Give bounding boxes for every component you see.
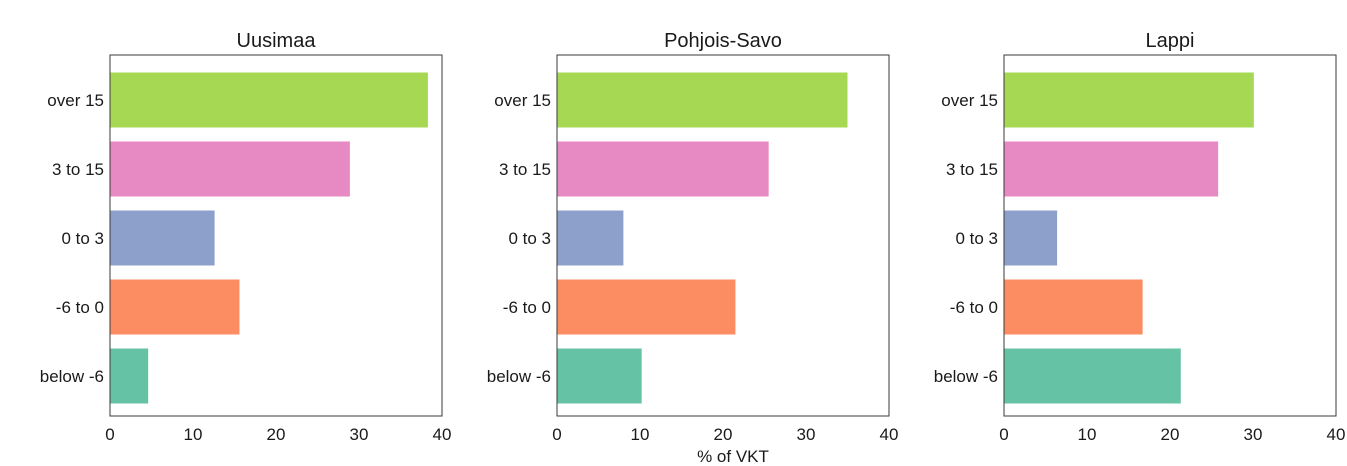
- x-tick-label: 10: [631, 425, 650, 444]
- bar: [110, 210, 215, 266]
- bar: [557, 210, 624, 266]
- x-tick-label: 20: [714, 425, 733, 444]
- plot-frame: [109, 54, 443, 417]
- bar: [1004, 72, 1254, 128]
- category-label: -6 to 0: [503, 298, 551, 317]
- x-tick-label: 30: [797, 425, 816, 444]
- panel-title: Pohjois-Savo: [664, 30, 782, 52]
- x-tick-label: 0: [999, 425, 1008, 444]
- category-label: -6 to 0: [56, 298, 104, 317]
- x-tick-label: 40: [1327, 425, 1346, 444]
- category-label: below -6: [934, 367, 998, 386]
- category-label: below -6: [487, 367, 551, 386]
- category-label: -6 to 0: [950, 298, 998, 317]
- bar: [557, 72, 848, 128]
- plot-frame: [1003, 54, 1337, 417]
- chart-panel: Uusimaa over 15 3 to 15 0 to 3 -6 to 0 below …: [40, 30, 452, 444]
- bar: [110, 279, 240, 335]
- x-tick-label: 30: [350, 425, 369, 444]
- category-label: 3 to 15: [499, 160, 551, 179]
- x-axis-title: % of VKT: [697, 447, 769, 466]
- chart-panels: Uusimaa over 15 3 to 15 0 to 3 -6 to 0 below …: [40, 30, 1346, 444]
- category-label: 3 to 15: [946, 160, 998, 179]
- bar: [110, 72, 428, 128]
- bar: [557, 348, 642, 404]
- panel-title: Lappi: [1146, 30, 1195, 52]
- x-tick-label: 40: [433, 425, 452, 444]
- category-label: over 15: [494, 91, 551, 110]
- category-label: below -6: [40, 367, 104, 386]
- x-tick-label: 20: [1161, 425, 1180, 444]
- category-label: 0 to 3: [61, 229, 104, 248]
- bar: [557, 141, 769, 197]
- category-label: 3 to 15: [52, 160, 104, 179]
- x-tick-label: 40: [880, 425, 899, 444]
- x-tick-label: 10: [184, 425, 203, 444]
- bar: [1004, 348, 1181, 404]
- chart-panel: Pohjois-Savo over 15 3 to 15 0 to 3 -6 to 0 b…: [487, 30, 899, 444]
- bar: [110, 141, 350, 197]
- category-label: over 15: [47, 91, 104, 110]
- bar: [1004, 210, 1058, 266]
- category-label: 0 to 3: [508, 229, 551, 248]
- x-tick-label: 30: [1244, 425, 1263, 444]
- bar: [557, 279, 736, 335]
- bar: [1004, 141, 1219, 197]
- x-tick-label: 0: [552, 425, 561, 444]
- category-label: over 15: [941, 91, 998, 110]
- bar: [1004, 279, 1143, 335]
- category-label: 0 to 3: [955, 229, 998, 248]
- x-tick-label: 0: [105, 425, 114, 444]
- panel-title: Uusimaa: [237, 30, 317, 52]
- x-tick-label: 20: [267, 425, 286, 444]
- bar: [110, 348, 149, 404]
- plot-frame: [556, 54, 890, 417]
- chart-panel: Lappi over 15 3 to 15 0 to 3 -6 to 0 below -6…: [934, 30, 1346, 444]
- x-tick-label: 10: [1078, 425, 1097, 444]
